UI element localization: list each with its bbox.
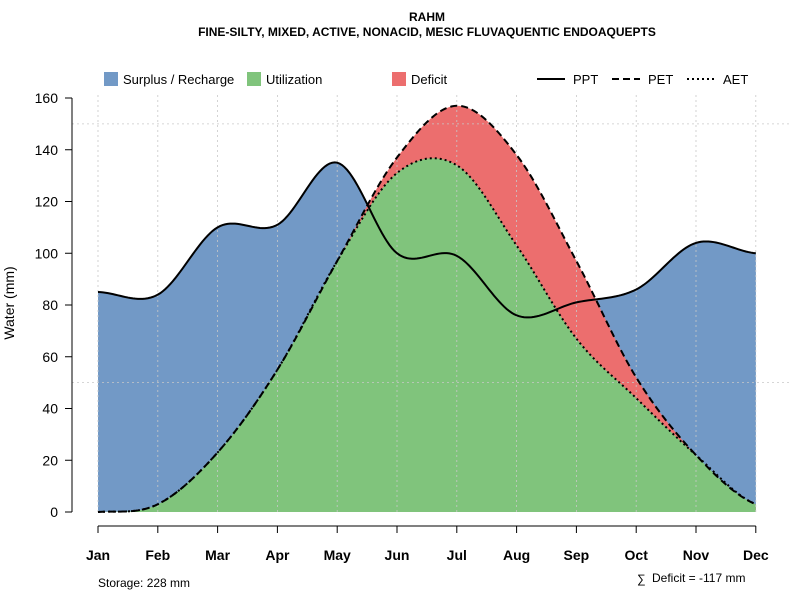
legend-label-ppt: PPT [573, 72, 598, 87]
surplus-region-1 [596, 241, 756, 505]
ppt-line [97, 161, 756, 319]
aet-line [97, 157, 757, 513]
chart-title: RAHM [409, 10, 445, 24]
x-tick-label-mar: Mar [205, 547, 230, 563]
x-tick-label-jun: Jun [385, 547, 410, 563]
x-tick-label-may: May [324, 547, 351, 563]
storage-annotation: Storage: 228 mm [98, 576, 190, 590]
y-tick-label: 40 [42, 401, 58, 417]
legend-label-surplus: Surplus / Recharge [123, 72, 234, 87]
y-axis-title: Water (mm) [1, 266, 17, 339]
surplus-region-0 [98, 162, 368, 512]
chart-subtitle: FINE-SILTY, MIXED, ACTIVE, NONACID, MESI… [198, 25, 656, 39]
x-tick-label-aug: Aug [503, 547, 530, 563]
deficit-annotation: Deficit = -117 mm [652, 571, 745, 585]
x-tick-label-dec: Dec [743, 547, 769, 563]
legend: Surplus / Recharge Utilization Deficit P… [104, 72, 748, 87]
legend-label-aet: AET [723, 72, 748, 87]
x-tick-label-apr: Apr [265, 547, 290, 563]
x-tick-label-oct: Oct [625, 547, 649, 563]
x-tick-label-jan: Jan [86, 547, 110, 563]
x-tick-label-nov: Nov [683, 547, 710, 563]
y-tick-label: 100 [35, 245, 59, 261]
legend-label-deficit: Deficit [411, 72, 448, 87]
y-tick-label: 0 [50, 504, 58, 520]
y-tick-label: 60 [42, 349, 58, 365]
x-tick-label-feb: Feb [145, 547, 170, 563]
utilization-area [98, 158, 756, 512]
y-tick-label: 160 [35, 90, 59, 106]
x-tick-label-sep: Sep [564, 547, 590, 563]
x-tick-label-jul: Jul [447, 547, 467, 563]
legend-label-utilization: Utilization [266, 72, 322, 87]
y-tick-label: 120 [35, 194, 59, 210]
legend-swatch-surplus [104, 72, 118, 86]
legend-swatch-utilization [247, 72, 261, 86]
legend-swatch-deficit [392, 72, 406, 86]
plot-area: 0 20 40 60 80 100 120 140 160 Jan Feb Mar Apr May Jun J… [35, 90, 790, 563]
y-tick-label: 20 [42, 452, 58, 468]
sum-icon: ∑ [637, 572, 646, 586]
legend-label-pet: PET [648, 72, 673, 87]
y-tick-label: 140 [35, 142, 59, 158]
y-tick-label: 80 [42, 297, 58, 313]
